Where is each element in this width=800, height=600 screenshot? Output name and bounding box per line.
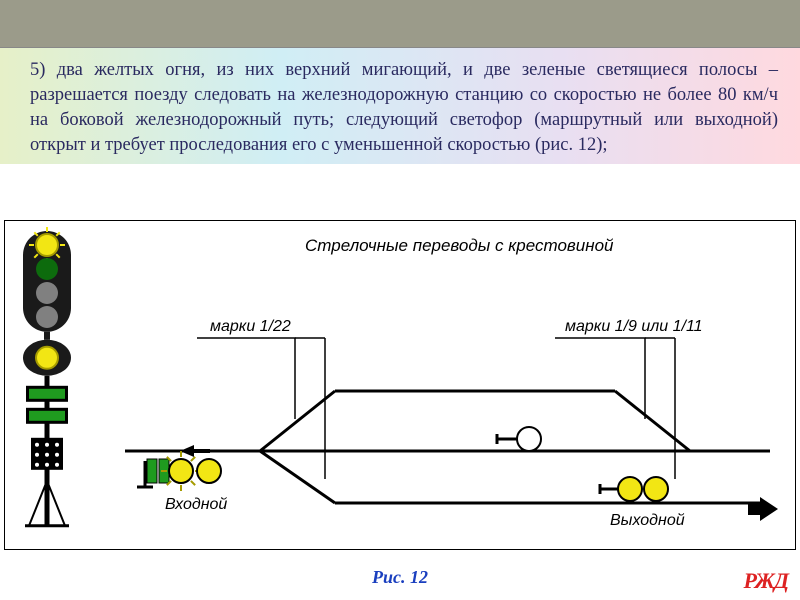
svg-text:марки 1/22: марки 1/22 [210, 318, 291, 335]
header-band [0, 0, 800, 48]
figure-label: Рис. 12 [372, 567, 428, 588]
description-paragraph: 5) два желтых огня, из них верхний мигаю… [0, 48, 800, 164]
diagram-svg: Стрелочные переводы с крестовиной Входной… [5, 221, 795, 549]
svg-text:Стрелочные переводы с крестови: Стрелочные переводы с крестовиной [305, 236, 614, 255]
diagram-area: Стрелочные переводы с крестовиной Входной… [4, 220, 796, 550]
rzd-logo: РЖД [743, 568, 788, 594]
svg-text:Выходной: Выходной [610, 512, 685, 529]
svg-text:Входной: Входной [165, 496, 227, 513]
svg-text:марки 1/9 или 1/11: марки 1/9 или 1/11 [565, 318, 703, 335]
